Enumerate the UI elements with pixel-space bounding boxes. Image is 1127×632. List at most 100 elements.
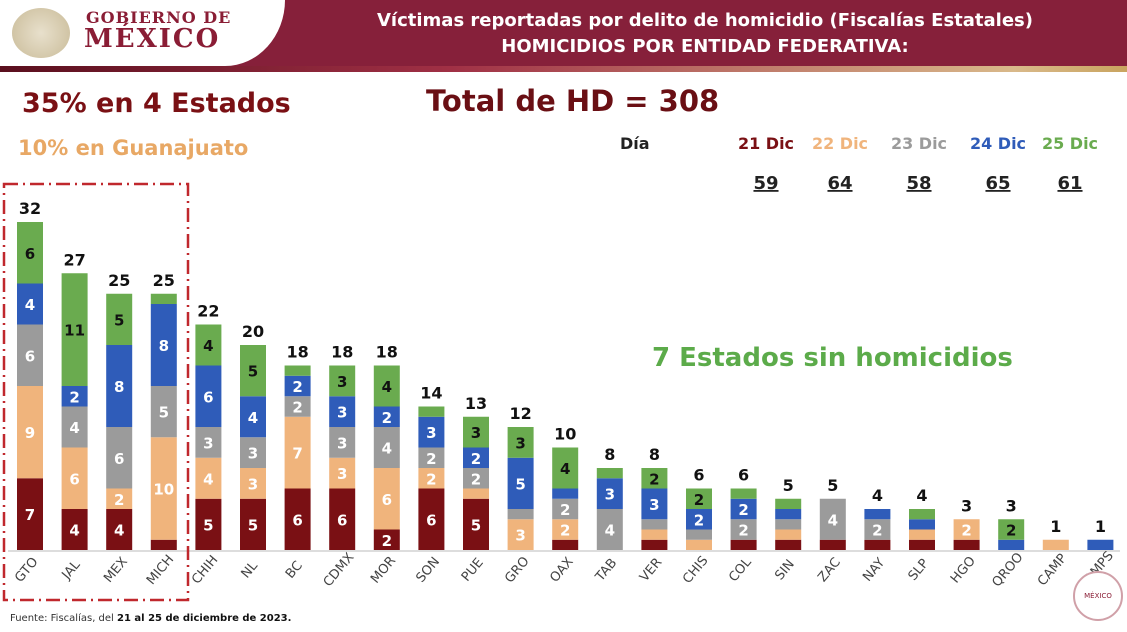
logo-line1: GOBIERNO DE — [86, 8, 232, 27]
bar-total-label: 18 — [331, 343, 353, 362]
x-tick-label: OAX — [547, 555, 576, 586]
bar-segment — [641, 539, 668, 550]
segment-label: 4 — [382, 378, 392, 396]
no-homicides-note: 7 Estados sin homicidios — [652, 343, 1013, 373]
segment-label: 3 — [337, 465, 347, 483]
segment-label: 3 — [649, 496, 659, 514]
bar-total-label: 4 — [872, 486, 883, 505]
bar-segment — [552, 488, 579, 499]
x-tick-label: BC — [283, 558, 306, 581]
x-tick-label: CHIS — [680, 553, 711, 586]
bar-total-label: 5 — [783, 476, 794, 495]
bar-total-label: 18 — [286, 343, 308, 362]
bar-segment — [284, 375, 311, 397]
bar-total-label: 8 — [649, 445, 660, 464]
segment-label: 3 — [337, 373, 347, 391]
x-tick-label: MEX — [101, 554, 131, 585]
segment-label: 5 — [471, 516, 481, 534]
x-tick-label: CAMP — [1035, 551, 1070, 589]
segment-label: 2 — [649, 470, 659, 488]
segment-label: 3 — [515, 434, 525, 452]
bar-segment — [240, 498, 266, 550]
segment-label: 4 — [114, 522, 124, 540]
bar-segment — [463, 416, 489, 448]
bar-segment — [195, 324, 222, 366]
bar-segment — [17, 222, 43, 284]
legend-day: 25 Dic — [1042, 134, 1098, 153]
segment-label: 6 — [203, 388, 213, 406]
segment-label: 5 — [159, 404, 169, 422]
segment-label: 4 — [69, 522, 79, 540]
bar-segment — [775, 529, 802, 540]
bar-segment — [775, 539, 802, 550]
bar-segment — [463, 447, 489, 468]
bar-total-label: 25 — [153, 271, 175, 290]
segment-label: 3 — [471, 424, 481, 442]
bar-segment — [150, 386, 177, 438]
x-tick-label: SON — [413, 554, 443, 585]
segment-label: 4 — [203, 470, 213, 488]
x-tick-label: GRO — [502, 554, 532, 586]
segment-label: 4 — [69, 419, 79, 437]
bar-segment — [106, 509, 133, 550]
segment-label: 10 — [153, 481, 174, 499]
bar-segment — [819, 498, 846, 540]
government-stamp-icon: MÉXICO — [1073, 571, 1123, 621]
bar-total-label: 12 — [509, 404, 531, 423]
legend-day: 23 Dic — [891, 134, 947, 153]
segment-label: 3 — [605, 486, 615, 504]
bar-segment — [998, 539, 1025, 550]
segment-label: 3 — [337, 434, 347, 452]
bar-segment — [1087, 539, 1114, 550]
segment-label: 4 — [605, 522, 615, 540]
bar-segment — [284, 416, 311, 489]
legend-day-total: 59 — [753, 173, 778, 194]
legend-day-total: 58 — [906, 173, 931, 194]
segment-label: 2 — [1006, 522, 1016, 540]
logo-line2: MÉXICO — [84, 24, 221, 54]
bar-segment — [329, 365, 356, 397]
x-tick-label: CHIH — [189, 553, 221, 588]
bar-segment — [463, 498, 489, 550]
bar-segment — [775, 498, 802, 509]
segment-label: 6 — [25, 347, 35, 365]
segment-label: 7 — [292, 445, 302, 463]
segment-label: 4 — [25, 296, 35, 314]
segment-label: 2 — [694, 511, 704, 529]
segment-label: 2 — [961, 522, 971, 540]
bar-segment — [329, 427, 356, 458]
bar-total-label: 8 — [604, 445, 615, 464]
bar-segment — [552, 539, 579, 550]
bar-segment — [329, 457, 356, 489]
source-dates: 21 al 25 de diciembre de 2023. — [117, 613, 292, 624]
bar-segment — [373, 529, 400, 550]
bar-segment — [686, 488, 712, 509]
bar-total-label: 4 — [916, 486, 927, 505]
bar-segment — [864, 509, 891, 520]
bar-segment — [463, 468, 489, 489]
bar-segment — [641, 468, 668, 489]
bar-segment — [596, 468, 623, 479]
x-tick-label: SLP — [906, 556, 933, 584]
bar-segment — [552, 447, 579, 489]
segment-label: 4 — [203, 337, 213, 355]
bar-segment — [552, 498, 579, 520]
slide-title: Víctimas reportadas por delito de homici… — [377, 10, 1033, 31]
bar-segment — [418, 488, 445, 550]
bar-segment — [641, 519, 668, 530]
bar-segment — [507, 427, 534, 458]
bar-segment — [195, 457, 222, 499]
bar-segment — [373, 406, 400, 427]
bar-segment — [418, 406, 445, 417]
segment-label: 3 — [426, 424, 436, 442]
bar-segment — [329, 396, 356, 427]
segment-label: 6 — [69, 470, 79, 488]
x-tick-label: MICH — [144, 552, 177, 588]
bar-segment — [909, 529, 935, 540]
bar-segment — [686, 509, 712, 530]
segment-label: 6 — [382, 491, 392, 509]
segment-label: 2 — [426, 470, 436, 488]
guanajuato-note: 10% en Guanajuato — [18, 136, 249, 160]
bar-segment — [106, 427, 133, 489]
bar-segment — [909, 519, 935, 530]
